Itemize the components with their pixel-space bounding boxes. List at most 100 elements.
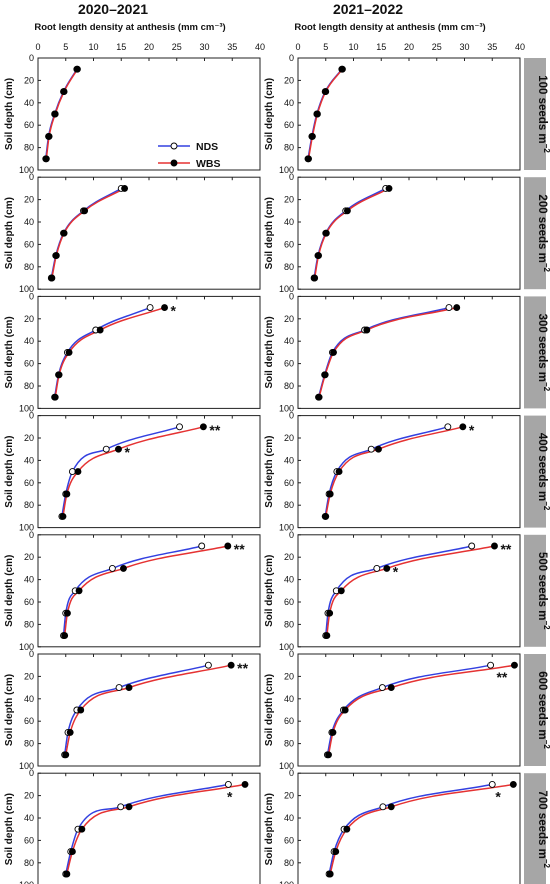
significance-marker: ** <box>496 669 507 685</box>
y-tick-label: 80 <box>284 143 294 153</box>
y-tick-label: 60 <box>24 835 34 845</box>
y-tick-label: 100 <box>19 880 34 884</box>
y-tick-label: 80 <box>284 858 294 868</box>
y-axis-label: Soil depth (cm) <box>4 793 15 865</box>
density-label-text: 700 seeds m <box>536 790 548 858</box>
x-tick-label: 35 <box>487 42 497 52</box>
y-tick-label: 20 <box>24 552 34 562</box>
series-line-wbs <box>62 426 204 517</box>
data-point-wbs <box>305 155 312 163</box>
data-point-nds <box>379 803 387 811</box>
data-point-wbs <box>459 423 467 431</box>
significance-marker: ** <box>500 541 511 557</box>
y-tick-label: 80 <box>24 619 34 629</box>
data-point-wbs <box>491 542 498 550</box>
panel-3-1: 0 20 40 60 80 100 Soil depth (cm) * <box>4 291 261 413</box>
data-point-wbs <box>66 728 74 736</box>
x-tick-label: 0 <box>295 42 300 52</box>
data-point-wbs <box>77 706 85 714</box>
plot-frame <box>37 653 261 767</box>
y-axis-label: Soil depth (cm) <box>264 197 275 269</box>
data-point-wbs <box>338 65 346 73</box>
x-tick-label: 40 <box>515 42 525 52</box>
x-tick-label: 5 <box>323 42 328 52</box>
density-label: 400 seeds m−2 <box>536 433 550 511</box>
density-unit-superscript: −2 <box>542 263 550 273</box>
y-tick-label: 20 <box>24 433 34 443</box>
density-label-text: 400 seeds m <box>536 433 548 501</box>
panel-1-2: 0 20 40 60 80 100 Soil depth (cm) 100 seeds m−2 <box>264 53 550 175</box>
significance-marker: * <box>495 788 501 804</box>
y-axis-label: Soil depth (cm) <box>264 555 275 627</box>
data-point-wbs <box>453 304 461 312</box>
panel-1-1: 0 20 40 60 80 100 Soil depth (cm) <box>4 53 261 175</box>
data-point-nds <box>108 564 116 572</box>
column-headers: 2020–2021 2021–2022 Root length density … <box>34 1 485 33</box>
y-tick-label: 0 <box>289 291 294 301</box>
data-point-wbs <box>321 371 329 379</box>
density-unit-superscript: −2 <box>542 144 550 154</box>
data-point-wbs <box>332 848 340 856</box>
data-point-wbs <box>59 512 67 520</box>
y-tick-label: 0 <box>29 53 34 63</box>
y-tick-label: 0 <box>289 649 294 659</box>
y-tick-label: 60 <box>284 597 294 607</box>
plot-frame <box>297 415 521 529</box>
density-label-box <box>524 296 546 409</box>
data-point-wbs <box>125 803 133 811</box>
x-tick-label: 15 <box>116 42 126 52</box>
data-point-wbs <box>51 393 59 401</box>
y-axis-label: Soil depth (cm) <box>4 435 15 507</box>
y-axis-label: Soil depth (cm) <box>264 435 275 507</box>
data-point-wbs <box>311 274 319 282</box>
y-tick-label: 100 <box>279 284 294 294</box>
y-tick-label: 60 <box>284 835 294 845</box>
density-label-box <box>524 58 546 170</box>
y-axis-label: Soil depth (cm) <box>264 78 275 150</box>
y-tick-label: 20 <box>284 552 294 562</box>
data-point-wbs <box>323 632 331 640</box>
data-point-nds <box>176 423 183 431</box>
density-label-box <box>524 654 546 766</box>
y-tick-label: 40 <box>24 336 34 346</box>
y-tick-label: 40 <box>24 455 34 465</box>
significance-marker: ** <box>234 541 245 557</box>
data-point-wbs <box>363 326 371 334</box>
data-point-nds <box>445 304 453 312</box>
plot-frame <box>297 176 521 290</box>
significance-marker: * <box>227 788 233 804</box>
series-line-wbs <box>329 783 514 875</box>
data-point-wbs <box>325 751 332 759</box>
density-label-box <box>524 773 546 884</box>
panel-6-2: 0 20 40 60 80 100 Soil depth (cm) ** 600 seeds m… <box>264 649 550 771</box>
data-point-wbs <box>120 564 127 572</box>
y-tick-label: 100 <box>19 284 34 294</box>
legend-label-wbs: WBS <box>196 158 221 170</box>
data-point-nds <box>204 661 212 669</box>
data-point-wbs <box>51 110 59 118</box>
data-point-wbs <box>75 587 83 595</box>
panel-2-2: 0 20 40 60 80 100 Soil depth (cm) 200 seeds m−2 <box>264 172 550 294</box>
data-point-wbs <box>42 155 50 163</box>
data-point-wbs <box>509 780 517 788</box>
y-tick-label: 80 <box>24 143 34 153</box>
y-tick-label: 100 <box>279 403 294 413</box>
data-point-nds <box>115 684 123 692</box>
data-point-wbs <box>68 848 76 856</box>
x-tick-label: 10 <box>348 42 358 52</box>
x-tick-label: 5 <box>63 42 68 52</box>
data-point-wbs <box>375 445 382 453</box>
y-tick-label: 80 <box>284 381 294 391</box>
y-tick-label: 40 <box>284 455 294 465</box>
y-tick-label: 20 <box>284 195 294 205</box>
density-label-box <box>524 415 546 528</box>
x-tick-label: 25 <box>172 42 182 52</box>
x-tick-label: 0 <box>35 42 40 52</box>
x-tick-label: 10 <box>88 42 98 52</box>
data-point-nds <box>487 661 495 669</box>
y-tick-label: 60 <box>24 716 34 726</box>
y-tick-label: 0 <box>289 530 294 540</box>
panel-7-2: 0 20 40 60 80 100 Soil depth (cm) * 700 seeds m−… <box>264 768 550 884</box>
x-tick-label: 40 <box>255 42 265 52</box>
